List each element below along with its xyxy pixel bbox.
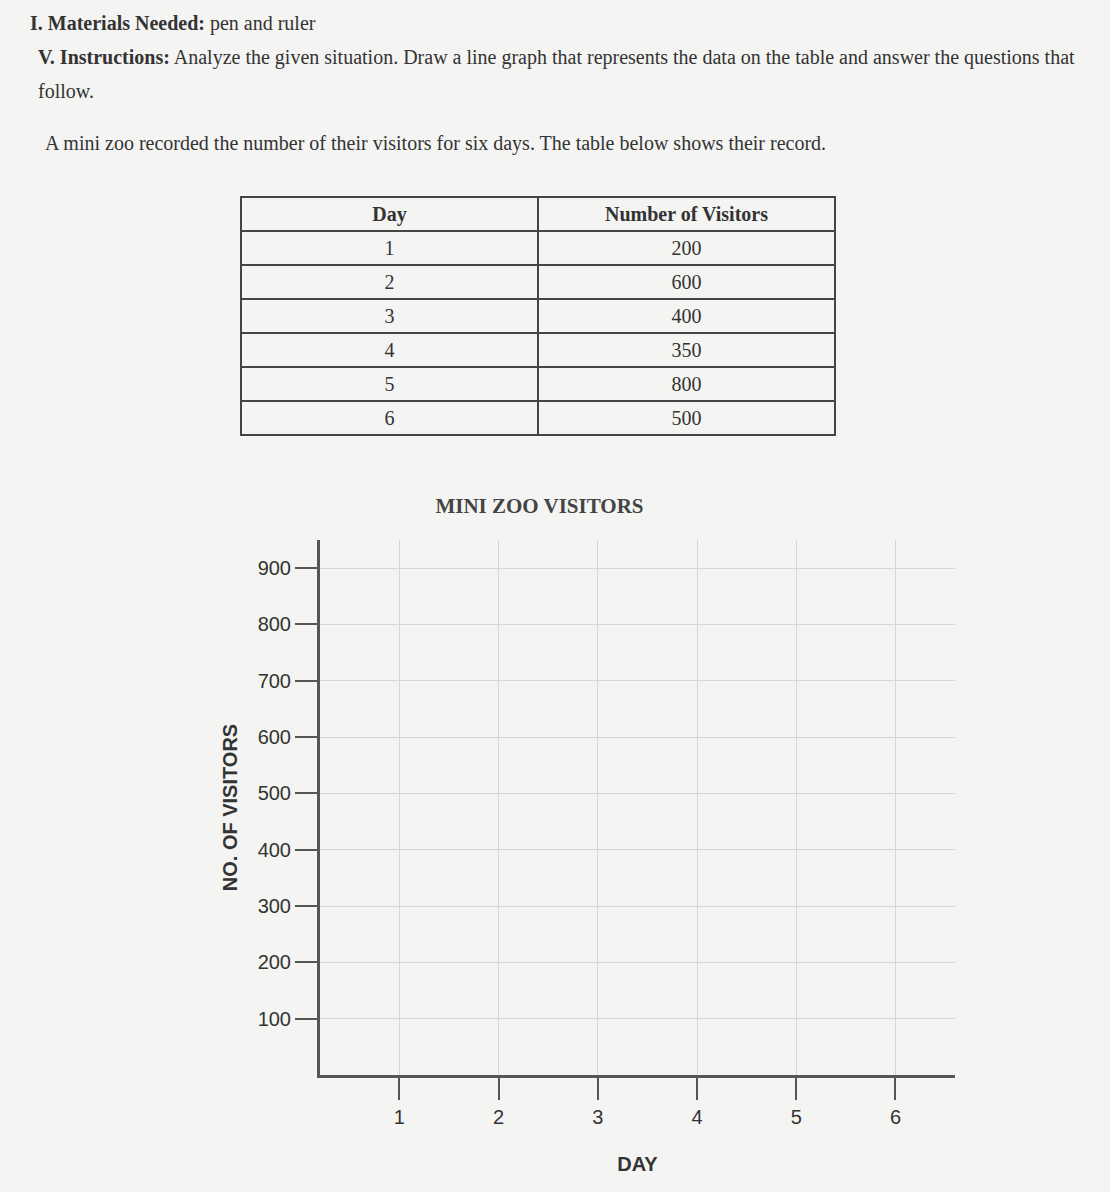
html-text:V. Instructions: Analyze the g: V. Instructions: Analyze the given situa… bbox=[38, 46, 1075, 102]
svg-text:NO. OF VISITORS: NO. OF VISITORS bbox=[219, 724, 241, 891]
html-text:3: 3 bbox=[384, 304, 395, 327]
html-text:6: 6 bbox=[384, 406, 395, 429]
html-text:350: 350 bbox=[671, 338, 702, 361]
svg-text:4: 4 bbox=[691, 1106, 702, 1128]
svg-text:2: 2 bbox=[493, 1106, 504, 1128]
svg-text:6: 6 bbox=[890, 1106, 901, 1128]
svg-text:200: 200 bbox=[258, 951, 291, 973]
svg-text:3: 3 bbox=[592, 1106, 603, 1128]
html-text:200: 200 bbox=[671, 236, 702, 259]
svg-text:500: 500 bbox=[258, 782, 291, 804]
html-text:800: 800 bbox=[671, 372, 702, 395]
html-text:Number of Visitors: Number of Visitors bbox=[605, 202, 768, 225]
html-text:A mini zoo recorded the number: A mini zoo recorded the number of their … bbox=[45, 132, 827, 154]
html-text:500: 500 bbox=[671, 406, 702, 429]
html-text:I. Materials Needed: pen and r: I. Materials Needed: pen and ruler bbox=[30, 12, 316, 34]
svg-text:600: 600 bbox=[258, 726, 291, 748]
html-text:4: 4 bbox=[384, 338, 395, 361]
svg-text:300: 300 bbox=[258, 895, 291, 917]
svg-text:1: 1 bbox=[394, 1106, 405, 1128]
svg-text:700: 700 bbox=[258, 670, 291, 692]
svg-text:800: 800 bbox=[258, 613, 291, 635]
svg-text:900: 900 bbox=[258, 557, 291, 579]
svg-text:100: 100 bbox=[258, 1008, 291, 1030]
html-text:Day: Day bbox=[372, 202, 407, 225]
html-text:600: 600 bbox=[671, 270, 702, 293]
svg-text:5: 5 bbox=[791, 1106, 802, 1128]
svg-text:400: 400 bbox=[258, 839, 291, 861]
html-text:2: 2 bbox=[384, 270, 395, 293]
svg-text:DAY: DAY bbox=[617, 1153, 658, 1175]
html-text:400: 400 bbox=[671, 304, 702, 327]
svg-text:MINI ZOO VISITORS: MINI ZOO VISITORS bbox=[435, 494, 643, 518]
html-text:1: 1 bbox=[384, 236, 395, 259]
html-text:5: 5 bbox=[384, 372, 395, 395]
